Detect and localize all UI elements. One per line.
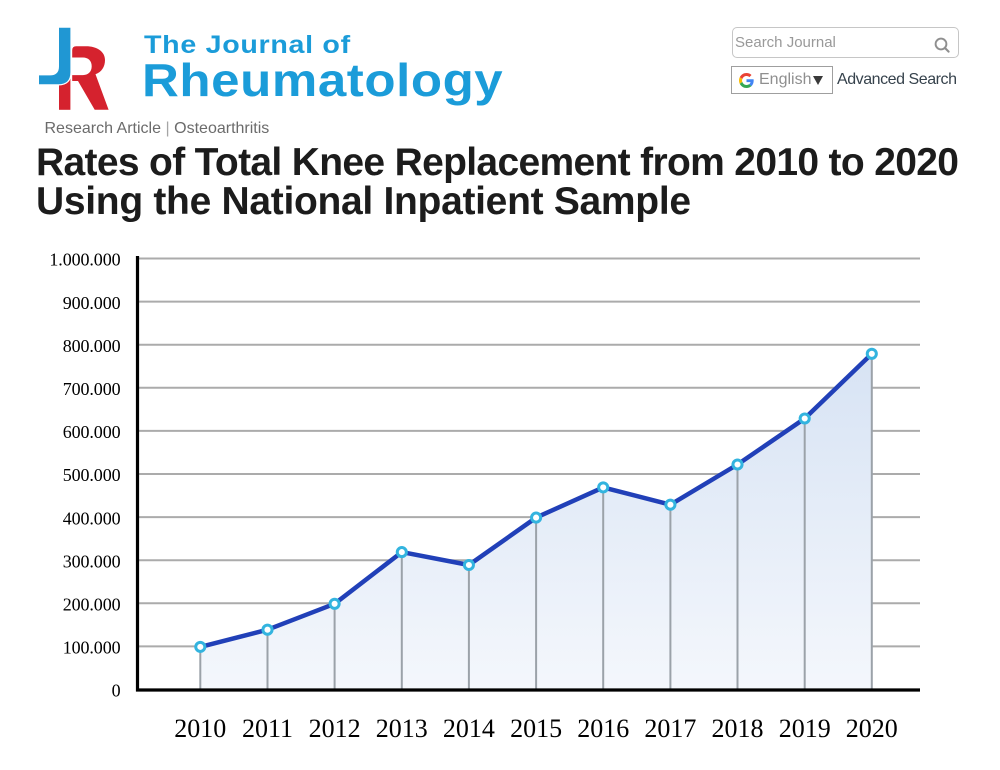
svg-text:2014: 2014 (443, 714, 495, 743)
svg-text:1.000.000: 1.000.000 (49, 250, 120, 270)
svg-text:2010: 2010 (174, 714, 226, 743)
svg-text:2016: 2016 (577, 714, 629, 743)
svg-text:2012: 2012 (309, 714, 361, 743)
svg-text:2017: 2017 (644, 714, 696, 743)
svg-text:700.000: 700.000 (63, 379, 121, 399)
svg-text:2019: 2019 (779, 714, 831, 743)
svg-text:200.000: 200.000 (63, 595, 121, 615)
svg-text:600.000: 600.000 (63, 422, 121, 442)
svg-text:300.000: 300.000 (63, 551, 121, 571)
svg-text:800.000: 800.000 (63, 336, 121, 356)
svg-text:0: 0 (112, 681, 121, 701)
svg-text:400.000: 400.000 (63, 508, 121, 528)
svg-text:500.000: 500.000 (63, 465, 121, 485)
svg-text:2018: 2018 (712, 714, 764, 743)
svg-text:100.000: 100.000 (63, 638, 121, 658)
svg-text:2013: 2013 (376, 714, 428, 743)
svg-text:2011: 2011 (242, 714, 293, 743)
svg-text:900.000: 900.000 (63, 293, 121, 313)
svg-text:2015: 2015 (510, 714, 562, 743)
svg-text:2020: 2020 (846, 714, 898, 743)
